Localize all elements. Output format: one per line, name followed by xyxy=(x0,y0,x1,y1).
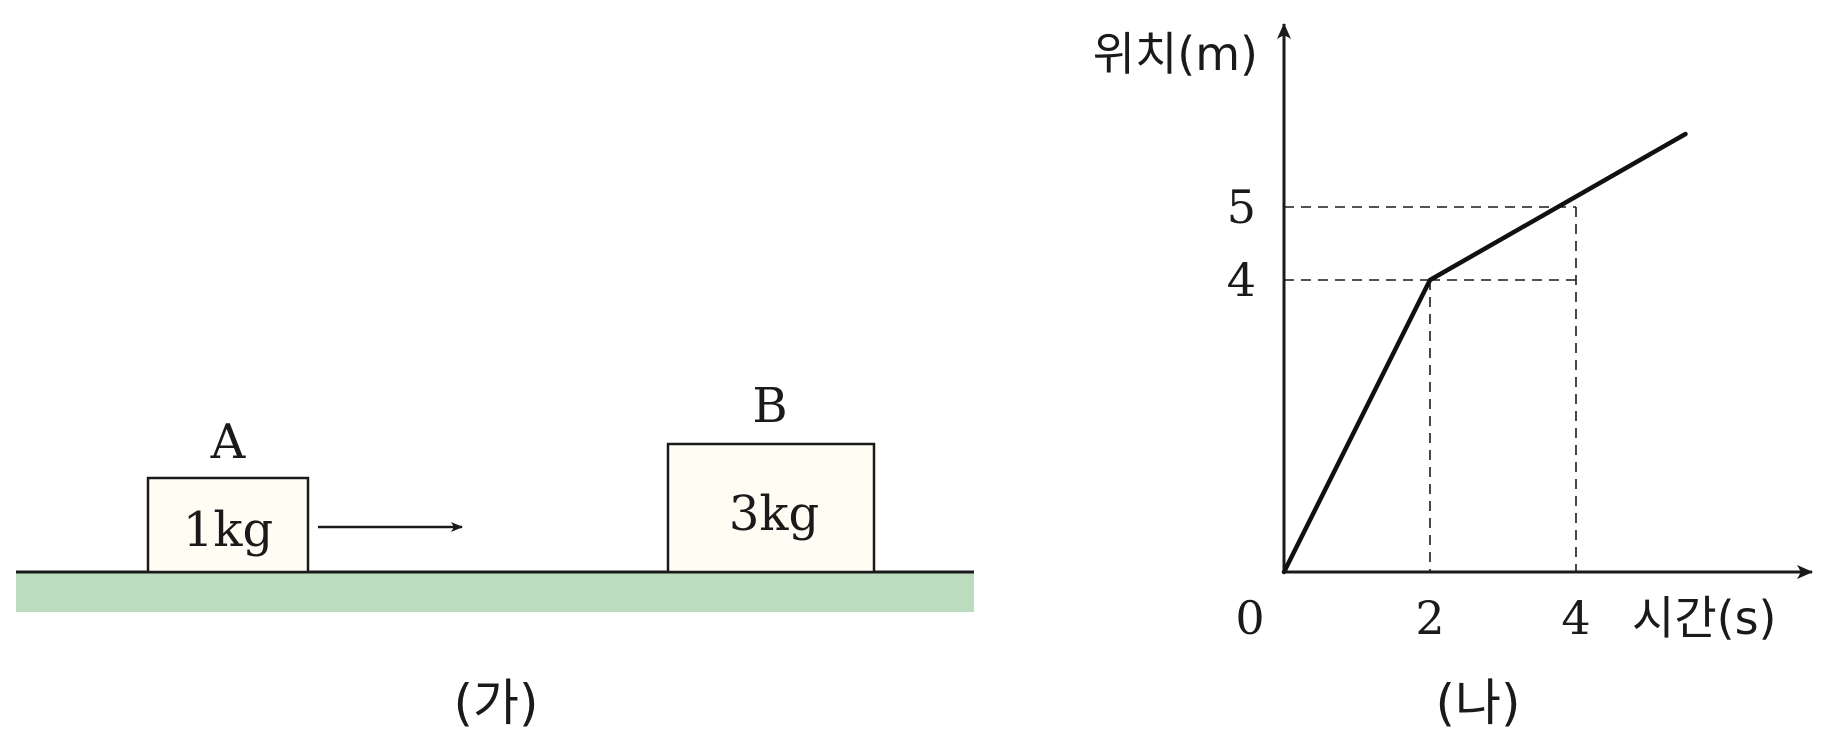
y-axis-label: 위치(m) xyxy=(1093,27,1258,81)
block-a-label: A xyxy=(210,414,247,470)
x-tick-label-4: 4 xyxy=(1561,591,1590,645)
guide-lines xyxy=(1284,206,1577,572)
ground xyxy=(16,572,974,612)
block-a xyxy=(146,476,310,574)
panel-b-caption: (나) xyxy=(1435,674,1520,732)
panel-a-caption: (가) xyxy=(453,674,538,732)
panel-b: 위치(m) 시간(s) 0 2 4 4 5 (나) xyxy=(1093,23,1813,732)
x-tick-label-2: 2 xyxy=(1415,591,1444,645)
block-b-mass: 3kg xyxy=(729,486,819,542)
block-a-mass: 1kg xyxy=(183,502,273,558)
y-tick-label-5: 5 xyxy=(1227,180,1256,234)
position-series xyxy=(1281,131,1688,575)
block-b-label: B xyxy=(752,378,787,434)
origin-label: 0 xyxy=(1235,591,1264,645)
block-b xyxy=(666,442,876,574)
panel-a: A 1kg B 3kg (가) xyxy=(16,378,974,732)
series-line-0 xyxy=(1281,131,1688,575)
tick-labels: 2 4 4 5 xyxy=(1227,180,1591,645)
x-axis-label: 시간(s) xyxy=(1632,591,1777,645)
y-tick-label-4: 4 xyxy=(1227,253,1256,307)
